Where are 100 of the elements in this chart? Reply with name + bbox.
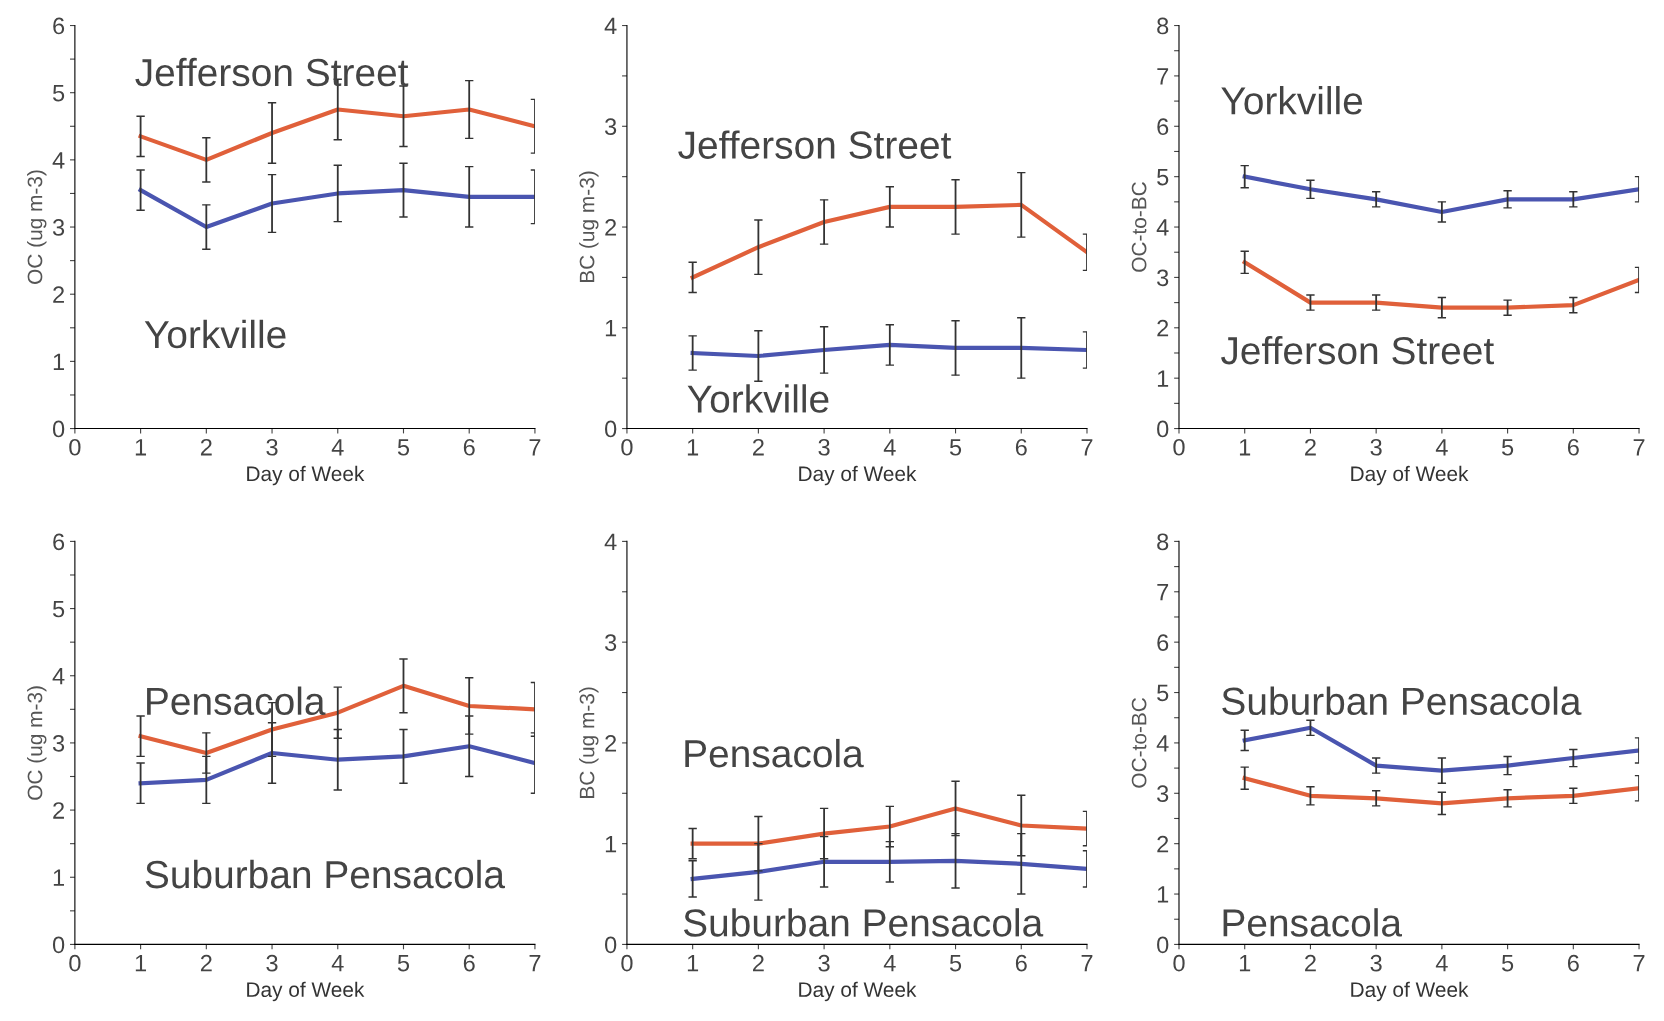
x-tick-label: 7: [1081, 439, 1093, 456]
x-tick-label: 7: [529, 439, 541, 456]
x-tick-label: 4: [331, 439, 344, 456]
x-tick-label: 2: [200, 954, 212, 972]
y-tick-label: 6: [1157, 634, 1169, 651]
y-tick-label: 2: [53, 802, 64, 819]
series-label: Yorkville: [687, 384, 829, 413]
y-tick-label: 2: [1157, 319, 1169, 337]
y-tick-label: 3: [604, 634, 617, 651]
y-tick-label: 4: [604, 533, 617, 550]
x-tick-label: 4: [883, 439, 896, 456]
y-tick-label: 1: [605, 320, 617, 337]
x-tick-label: 5: [949, 439, 962, 456]
y-axis-title: OC (ug m-3): [27, 170, 47, 284]
series-label: Jefferson Street: [135, 57, 409, 87]
line-series: [690, 806, 1087, 846]
y-tick-label: 6: [1157, 118, 1169, 136]
y-axis-title: BC (ug m-3): [579, 687, 599, 798]
y-axis-title: BC (ug m-3): [579, 171, 599, 283]
y-tick-label: 5: [52, 85, 65, 102]
x-tick-label: 5: [1501, 955, 1514, 972]
x-tick-label: 1: [135, 955, 147, 972]
x-axis-title: Day of Week: [799, 465, 917, 486]
x-tick-label: 4: [1435, 439, 1448, 456]
x-tick-label: 6: [1567, 438, 1579, 456]
y-tick-label: 0: [1157, 420, 1169, 438]
line-series: [138, 744, 535, 786]
series-label: Jefferson Street: [1221, 335, 1494, 365]
x-tick-label: 1: [1239, 439, 1251, 456]
x-tick-label: 2: [753, 438, 764, 456]
line-series: [1242, 725, 1640, 773]
x-tick-label: 3: [1370, 954, 1382, 972]
y-tick-label: 3: [52, 734, 65, 752]
y-tick-label: 4: [1156, 735, 1169, 752]
line-series: [138, 107, 535, 162]
y-tick-label: 3: [1157, 785, 1169, 803]
y-tick-label: 7: [1157, 584, 1169, 601]
y-tick-label: 0: [1157, 936, 1169, 954]
x-tick-label: 3: [266, 954, 278, 972]
x-tick-label: 1: [687, 439, 699, 456]
y-tick-label: 2: [605, 734, 617, 752]
x-axis-title: Day of Week: [1351, 981, 1469, 1002]
y-axis-title: OC-to-BC: [1131, 182, 1147, 272]
x-tick-label: 6: [1015, 954, 1027, 972]
x-tick-label: 4: [883, 955, 896, 972]
x-axis-title: Day of Week: [1351, 465, 1469, 486]
x-tick-label: 3: [266, 438, 278, 456]
y-tick-label: 5: [1157, 684, 1169, 702]
y-axis-title: OC (ug m-3): [27, 686, 47, 800]
y-tick-label: 1: [53, 353, 65, 370]
y-tick-label: 4: [52, 152, 65, 169]
x-tick-label: 6: [1567, 954, 1579, 972]
x-tick-label: 7: [1633, 955, 1645, 972]
x-tick-label: 0: [69, 954, 81, 972]
series-label: Pensacola: [147, 686, 326, 716]
x-tick-label: 7: [529, 955, 541, 972]
y-tick-label: 2: [53, 286, 64, 303]
x-tick-label: 5: [397, 955, 410, 972]
y-tick-label: 1: [605, 835, 617, 853]
y-tick-label: 5: [52, 600, 65, 618]
line-series: [138, 188, 535, 230]
y-tick-label: 4: [1156, 219, 1169, 236]
y-tick-label: 1: [1157, 886, 1169, 903]
y-tick-label: 8: [1157, 17, 1169, 35]
x-tick-label: 0: [1173, 954, 1185, 972]
y-tick-label: 0: [605, 936, 617, 954]
x-tick-label: 7: [1081, 955, 1093, 972]
y-tick-label: 0: [605, 420, 617, 438]
series-label: Suburban Pensacola: [145, 859, 505, 889]
x-tick-label: 2: [200, 438, 212, 456]
y-tick-label: 6: [53, 17, 65, 35]
y-tick-label: 4: [604, 17, 617, 35]
x-tick-label: 2: [1305, 438, 1316, 456]
x-tick-label: 0: [621, 438, 633, 456]
x-tick-label: 1: [1239, 955, 1251, 972]
x-tick-label: 0: [621, 954, 633, 972]
series-label: Suburban Pensacola: [683, 908, 1044, 937]
series-label: Yorkville: [1221, 86, 1363, 115]
x-axis-title: Day of Week: [799, 981, 917, 1002]
text: Yorkville: [144, 319, 286, 349]
x-tick-label: 5: [949, 955, 962, 972]
line-series: [138, 683, 535, 756]
y-tick-label: 5: [1157, 168, 1169, 186]
series-label: Jefferson Street: [678, 130, 952, 159]
line-series: [690, 202, 1087, 280]
y-tick-label: 2: [1157, 835, 1169, 853]
line-series: [1242, 776, 1640, 806]
x-tick-label: 6: [463, 954, 475, 972]
x-tick-label: 3: [818, 438, 830, 456]
y-tick-label: 3: [604, 118, 617, 136]
x-tick-label: 6: [1015, 438, 1027, 456]
x-axis-title: Day of Week: [247, 981, 365, 1002]
x-tick-label: 4: [1435, 955, 1448, 972]
x-tick-label: 5: [397, 439, 410, 456]
x-tick-label: 1: [687, 955, 699, 972]
y-tick-label: 1: [53, 869, 65, 886]
y-tick-label: 0: [52, 420, 65, 438]
x-tick-label: 0: [1173, 438, 1185, 456]
line-series: [690, 342, 1087, 359]
y-axis-title: OC-to-BC: [1131, 697, 1147, 788]
